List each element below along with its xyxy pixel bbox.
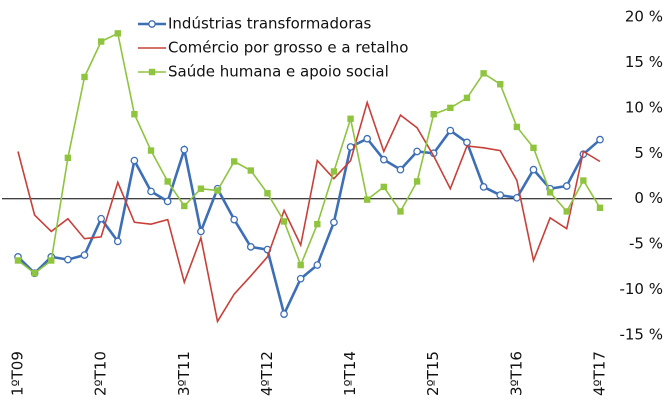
data-point	[297, 261, 304, 269]
data-point	[480, 70, 487, 77]
data-point	[197, 185, 205, 192]
data-point	[430, 111, 437, 118]
data-point	[447, 104, 454, 112]
data-point	[346, 143, 355, 151]
legend-label: Indústrias transformadoras	[168, 15, 372, 33]
data-point	[230, 158, 238, 165]
data-point	[113, 237, 122, 246]
x-tick-label: 1ºT14	[341, 351, 359, 396]
y-tick-label: 20 %	[625, 8, 663, 26]
data-point	[497, 81, 504, 88]
data-point	[446, 126, 455, 135]
data-point	[580, 177, 587, 184]
data-point	[397, 208, 404, 215]
data-point	[313, 261, 322, 269]
data-point	[197, 227, 205, 236]
data-point	[563, 208, 570, 215]
data-point	[513, 193, 521, 202]
data-point	[546, 189, 554, 196]
y-tick-label: -5 %	[629, 235, 663, 253]
legend-marker	[148, 68, 156, 76]
data-point	[364, 196, 371, 203]
data-point	[14, 257, 22, 264]
data-point	[97, 214, 105, 223]
data-point	[347, 115, 354, 122]
y-tick-label: 10 %	[625, 98, 663, 116]
y-tick-label: -10 %	[619, 280, 663, 298]
data-point	[463, 138, 471, 147]
data-point	[31, 270, 38, 277]
x-tick-label: 4ºT17	[591, 351, 609, 396]
data-point	[413, 147, 421, 156]
data-point	[247, 167, 254, 174]
data-point	[479, 183, 488, 191]
data-point	[413, 178, 421, 185]
data-point	[530, 144, 537, 152]
data-point	[596, 135, 604, 144]
data-point	[379, 155, 388, 164]
data-point	[314, 220, 321, 228]
legend-label: Saúde humana e apoio social	[168, 63, 389, 81]
data-point	[114, 30, 121, 37]
x-tick-label: 3ºT11	[175, 351, 193, 396]
data-point	[562, 182, 571, 190]
data-point	[163, 197, 172, 206]
series-line	[17, 99, 601, 324]
y-tick-label: 0 %	[634, 189, 663, 207]
y-tick-label: -15 %	[619, 326, 663, 344]
x-tick-label: 1ºT09	[9, 351, 27, 396]
y-tick-label: 5 %	[634, 144, 663, 162]
data-point	[363, 134, 372, 143]
data-point	[296, 274, 305, 283]
x-tick-label: 2ºT15	[424, 351, 442, 396]
data-point	[214, 187, 221, 194]
data-point	[164, 178, 171, 185]
data-point	[147, 187, 155, 196]
data-point	[147, 147, 155, 154]
data-point	[280, 218, 288, 225]
data-point	[596, 204, 604, 211]
data-point	[264, 190, 271, 197]
data-point	[131, 111, 138, 118]
legend-label: Comércio por grosso e a retalho	[168, 39, 408, 57]
data-point	[80, 251, 89, 259]
data-point	[513, 123, 521, 131]
x-tick-label: 3ºT16	[507, 351, 525, 396]
x-tick-label: 4ºT12	[258, 351, 276, 396]
data-point	[230, 215, 239, 224]
data-point	[496, 191, 505, 199]
data-point	[97, 38, 105, 45]
data-point	[180, 145, 189, 154]
data-point	[380, 183, 388, 191]
y-tick-label: 15 %	[625, 53, 663, 71]
data-point	[330, 168, 338, 175]
data-point	[529, 165, 538, 174]
x-tick-label: 2ºT10	[92, 351, 110, 396]
data-point	[330, 218, 338, 227]
data-point	[64, 255, 72, 264]
data-point	[181, 202, 188, 210]
data-point	[463, 94, 471, 102]
data-point	[64, 154, 72, 162]
data-point	[48, 257, 55, 264]
data-point	[130, 156, 139, 165]
data-point	[81, 73, 88, 81]
legend-marker	[148, 20, 156, 28]
data-point	[246, 243, 255, 251]
data-point	[396, 165, 405, 174]
data-point	[280, 310, 288, 318]
